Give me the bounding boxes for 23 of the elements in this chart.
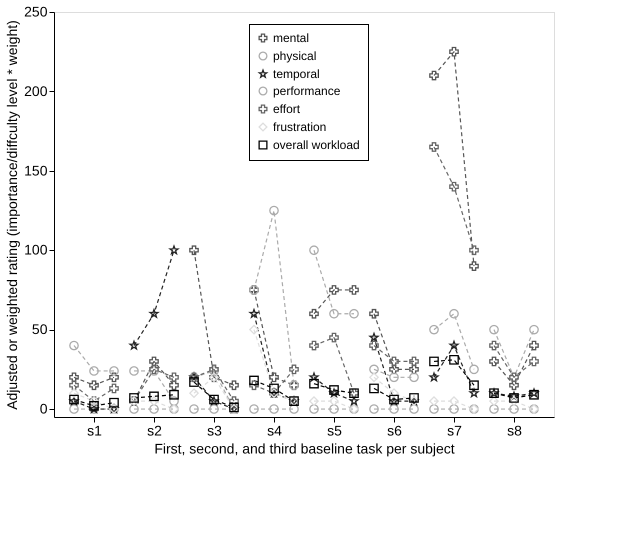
legend-label: performance <box>273 84 341 98</box>
x-tick-label: s8 <box>507 422 522 438</box>
legend-label: physical <box>273 49 316 63</box>
x-tick-label: s5 <box>327 422 342 438</box>
x-axis-title: First, second, and third baseline task per subject <box>154 440 455 456</box>
legend-label: temporal <box>273 67 320 81</box>
x-tick-label: s2 <box>147 422 162 438</box>
x-tick-label: s7 <box>447 422 462 438</box>
x-tick-label: s4 <box>267 422 282 438</box>
legend-label: effort <box>273 102 301 116</box>
x-tick-label: s3 <box>207 422 222 438</box>
legend-label: frustration <box>273 120 326 134</box>
legend-label: mental <box>273 31 310 45</box>
x-tick-label: s6 <box>387 422 402 438</box>
y-tick-label: 250 <box>24 4 48 20</box>
legend-label: overall workload <box>273 138 360 152</box>
y-tick-label: 50 <box>32 321 48 338</box>
y-tick-label: 100 <box>24 242 48 258</box>
y-axis-title: Adjusted or weighted rating (importance/diffculty level * weight) <box>4 20 20 410</box>
y-tick-label: 0 <box>40 400 48 417</box>
x-tick-label: s1 <box>87 422 102 438</box>
y-tick-label: 150 <box>24 162 48 178</box>
y-tick-label: 200 <box>24 82 48 99</box>
